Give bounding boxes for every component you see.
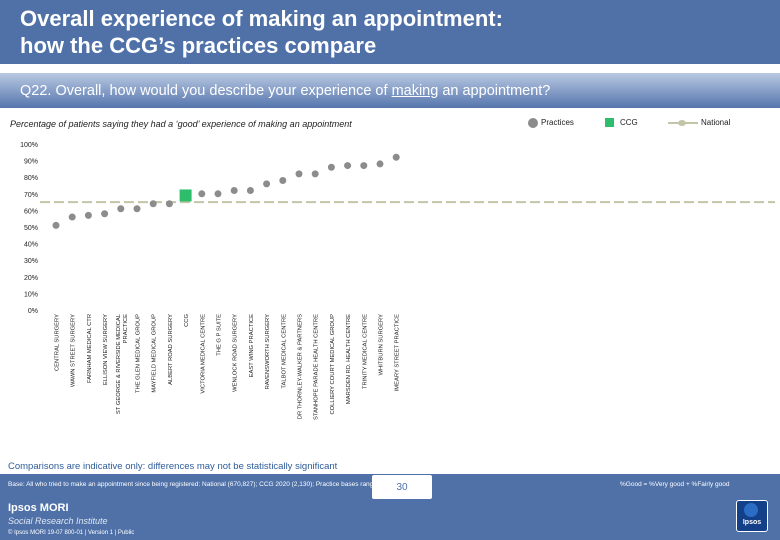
category-label: TALBOT MEDICAL CENTRE	[281, 314, 287, 389]
legend-practices: Practices	[528, 118, 574, 128]
category-label: THE G P SUITE	[217, 314, 223, 356]
y-tick-label: 60%	[24, 208, 38, 215]
category-label: ST GEORGE & RIVERSIDE MEDICALPRACTICE	[116, 313, 129, 414]
ipsos-mori-logo-text: Ipsos MORI	[8, 502, 69, 514]
category-label: VICTORIA MEDICAL CENTRE	[200, 314, 206, 394]
practice-point	[263, 180, 271, 188]
category-label: WHITBURN SURGERY	[379, 314, 385, 376]
question-text: Q22. Overall, how would you describe you…	[20, 82, 550, 100]
question-prefix: Q22. Overall, how would you describe you…	[20, 83, 392, 99]
legend-ccg-label: CCG	[620, 118, 638, 127]
category-label: CCG	[184, 314, 190, 327]
y-tick-label: 40%	[24, 242, 38, 249]
category-label: IMEARY STREET PRACTICE	[395, 314, 401, 391]
category-label: MAYFIELD MEDICAL GROUP	[152, 314, 158, 393]
ipsos-logo-label: Ipsos	[742, 519, 762, 526]
practice-point	[392, 153, 400, 161]
national-line-icon	[668, 119, 698, 126]
category-label: MARSDEN RD. HEALTH CENTRE	[346, 314, 352, 404]
category-label: WAWN STREET SURGERY	[71, 314, 77, 387]
category-label: STANHOPE PARADE HEALTH CENTRE	[314, 314, 320, 420]
base-note: Base: All who tried to make an appointme…	[8, 481, 421, 488]
y-tick-label: 0%	[28, 308, 38, 315]
category-label: THE GLEN MEDICAL GROUP	[136, 314, 142, 393]
practice-point	[198, 190, 206, 198]
practice-point	[279, 177, 287, 185]
page-number-box	[372, 475, 432, 499]
practice-point	[117, 205, 125, 213]
category-label: ALBERT ROAD SURGERY	[168, 314, 174, 385]
practice-point	[214, 190, 222, 198]
question-underlined: making	[391, 83, 439, 99]
category-label: COLLIERY COURT MEDICAL GROUP	[330, 314, 336, 415]
practice-point	[360, 162, 368, 170]
legend-national: National	[668, 118, 730, 127]
comparisons-note: Comparisons are indicative only: differe…	[8, 461, 338, 472]
practice-point	[311, 170, 319, 178]
practice-point	[376, 160, 384, 168]
practice-point	[68, 213, 76, 221]
title-line-1: Overall experience of making an appointm…	[20, 6, 503, 31]
y-tick-label: 30%	[24, 258, 38, 265]
y-tick-label: 50%	[24, 225, 38, 232]
scatter-chart: 0% 10% 20% 30% 40% 50% 60% 70% 80% 90% 100% CENTRAL…	[20, 142, 775, 420]
page-number: 30	[396, 482, 408, 493]
good-definition-note: %Good = %Very good + %Fairly good	[620, 481, 730, 488]
category-label: TRINITY MEDICAL CENTRE	[362, 314, 368, 389]
legend-national-label: National	[701, 118, 731, 127]
y-tick-label: 100%	[20, 142, 38, 149]
copyright-text: © Ipsos MORI 19-07 800-01 | Version 1 | …	[8, 530, 135, 536]
y-tick-label: 70%	[24, 192, 38, 199]
title-bar	[0, 0, 780, 64]
category-label: FARNHAM MEDICAL CTR	[87, 314, 93, 383]
practice-point	[149, 200, 157, 208]
practice-point	[101, 210, 109, 218]
category-label: RAVENSWORTH SURGERY	[265, 314, 271, 390]
title-line-2: how the CCG’s practices compare	[20, 33, 377, 58]
practice-point	[344, 162, 352, 170]
social-research-institute: Social Research Institute	[8, 516, 108, 526]
practice-point	[295, 170, 303, 178]
practice-point	[52, 221, 60, 229]
category-label: DR THORNLEY-WALKER & PARTNERS	[298, 314, 304, 419]
y-tick-label: 20%	[24, 275, 38, 282]
category-label: ELLISON VIEW SURGERY	[103, 314, 109, 385]
y-tick-label: 90%	[24, 159, 38, 166]
practice-point	[246, 186, 254, 194]
practice-point	[84, 211, 92, 219]
y-tick-label: 10%	[24, 291, 38, 298]
practice-dot-icon	[528, 118, 538, 128]
category-label: CENTRAL SURGERY	[55, 314, 61, 371]
chart-subtitle: Percentage of patients saying they had a…	[10, 119, 352, 129]
category-label-line: PRACTICE	[123, 314, 129, 343]
practice-point	[165, 200, 173, 208]
practice-point	[327, 163, 335, 171]
category-label: EAST WING PRACTICE	[249, 314, 255, 377]
category-label: WENLOCK ROAD SURGERY	[233, 314, 239, 392]
y-tick-label: 80%	[24, 175, 38, 182]
ccg-square-icon	[605, 118, 614, 128]
ccg-point	[179, 189, 192, 202]
question-suffix: an appointment?	[438, 83, 551, 99]
category-label-line: ST GEORGE & RIVERSIDE MEDICAL	[116, 313, 122, 414]
practice-point	[133, 205, 141, 213]
question-bar	[0, 73, 780, 108]
page-title: Overall experience of making an appointm…	[20, 5, 760, 59]
legend-ccg: CCG	[605, 118, 638, 128]
practice-point	[230, 186, 238, 194]
ipsos-logo-mark	[744, 503, 758, 517]
legend-practices-label: Practices	[541, 118, 574, 128]
